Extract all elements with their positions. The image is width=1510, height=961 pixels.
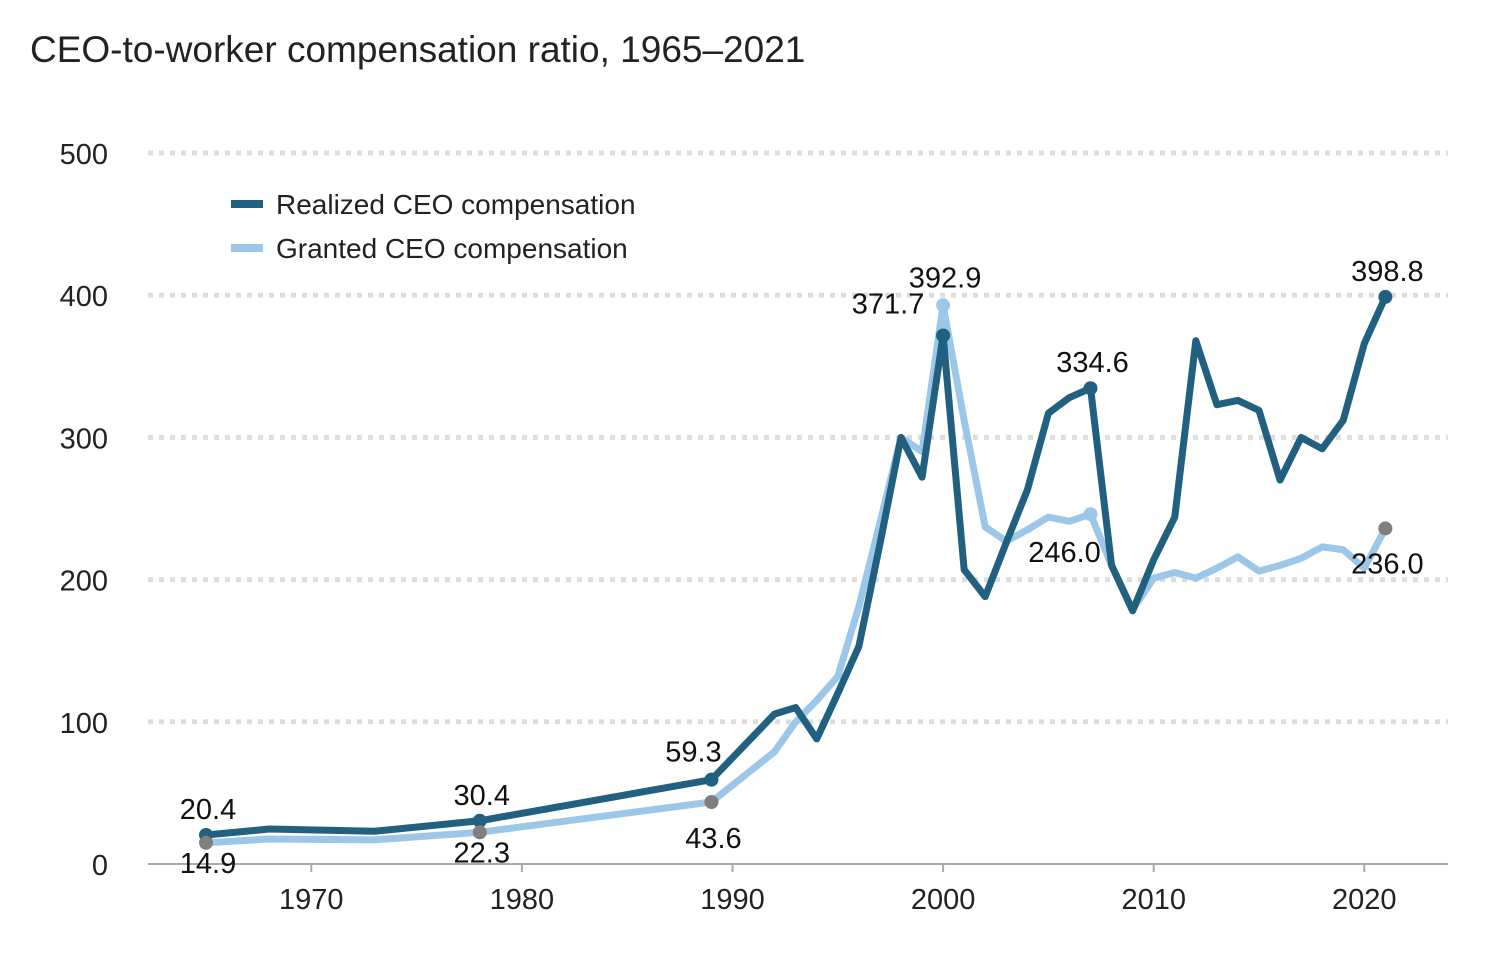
data-point-marker	[936, 328, 951, 343]
legend-swatch-realized	[231, 200, 263, 208]
x-axis: 1970 1980 1990 2000 2010 2020	[148, 863, 1448, 916]
data-point-marker	[1378, 521, 1393, 536]
data-point-marker	[472, 825, 487, 840]
x-tick-label: 2010	[1121, 884, 1186, 916]
data-point-marker	[1083, 507, 1098, 522]
legend-label-granted: Granted CEO compensation	[276, 233, 628, 264]
y-tick-label: 400	[60, 281, 108, 313]
data-label: 392.9	[909, 262, 982, 294]
data-point-marker	[936, 298, 951, 313]
data-point-marker	[1083, 381, 1098, 396]
x-tick-label: 2000	[911, 884, 976, 916]
y-axis: 0 100 200 300 400 500	[60, 139, 108, 882]
legend-label-realized: Realized CEO compensation	[276, 189, 636, 220]
legend: Realized CEO compensation Granted CEO co…	[231, 189, 636, 264]
legend-swatch-granted	[231, 244, 263, 252]
x-tick-label: 1990	[700, 884, 765, 916]
x-tick-label: 1980	[490, 884, 555, 916]
data-label: 59.3	[665, 737, 721, 769]
data-label: 43.6	[685, 823, 741, 855]
data-point-marker	[199, 835, 213, 850]
data-label: 371.7	[852, 288, 925, 320]
chart-title: CEO-to-worker compensation ratio, 1965–2…	[30, 29, 805, 70]
data-point-marker	[1378, 289, 1393, 304]
realized-line	[202, 293, 1389, 839]
x-tick-label: 1970	[279, 884, 344, 916]
data-label: 14.9	[180, 848, 236, 880]
y-tick-label: 500	[60, 139, 108, 171]
data-label: 22.3	[454, 837, 510, 869]
data-label: 30.4	[454, 780, 510, 812]
data-point-marker	[472, 813, 487, 828]
data-label: 334.6	[1056, 347, 1129, 379]
series-lines	[202, 293, 1389, 847]
data-point-marker	[704, 795, 719, 810]
data-point-marker	[704, 772, 719, 787]
y-tick-label: 0	[92, 850, 108, 882]
data-label: 246.0	[1028, 537, 1101, 569]
x-tick-label: 2020	[1332, 884, 1397, 916]
y-tick-label: 100	[60, 708, 108, 740]
granted-line	[202, 301, 1389, 847]
y-tick-label: 200	[60, 566, 108, 598]
data-label: 398.8	[1351, 256, 1424, 288]
data-label: 236.0	[1351, 548, 1424, 580]
y-tick-label: 300	[60, 423, 108, 455]
data-label: 20.4	[180, 794, 236, 826]
